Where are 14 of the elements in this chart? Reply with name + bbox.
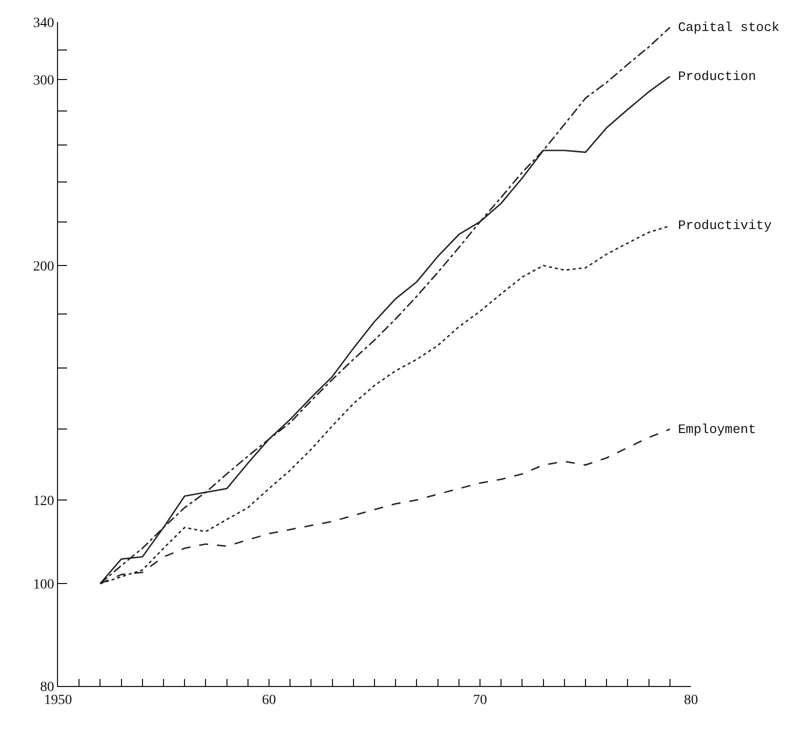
series-label: Employment [678, 422, 756, 437]
y-tick-label: 100 [33, 578, 54, 592]
x-tick-label: 70 [473, 692, 487, 708]
x-tick-label: 1950 [44, 692, 72, 708]
x-tick-label: 60 [262, 692, 276, 708]
y-tick-label: 80 [40, 680, 54, 695]
y-tick-label: 120 [33, 494, 54, 509]
y-tick-label: 300 [33, 73, 54, 88]
y-tick-label: 340 [33, 16, 54, 31]
x-tick-label: 80 [684, 692, 698, 708]
series-label: Productivity [678, 218, 772, 233]
series-label: Production [678, 69, 756, 84]
series-label: Capital stock [678, 20, 780, 35]
y-tick-label: 200 [33, 259, 54, 274]
